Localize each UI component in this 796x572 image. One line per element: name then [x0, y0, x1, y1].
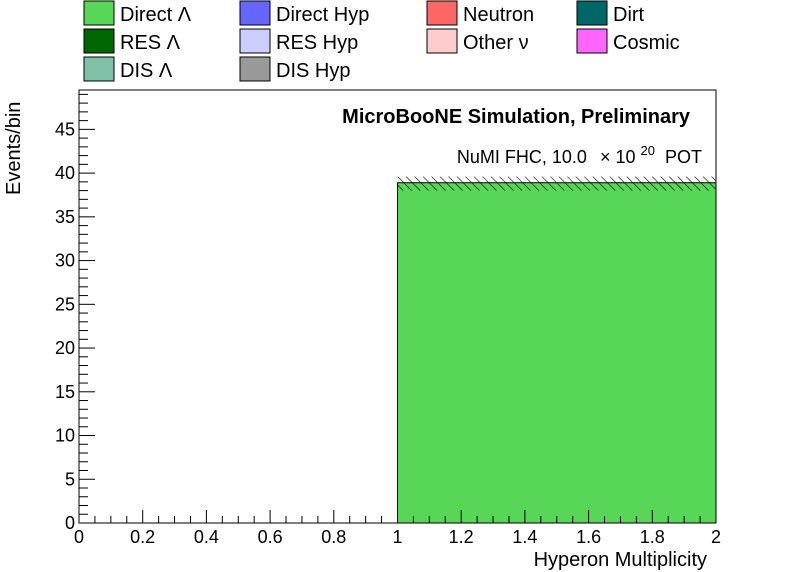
y-tick-label: 30 [55, 251, 75, 271]
legend-swatch [239, 0, 271, 26]
legend-label: Other ν [463, 32, 529, 54]
legend-label: Direct Λ [120, 4, 192, 26]
y-tick-label: 5 [65, 469, 75, 489]
pot-prefix: NuMI FHC, 10.0 [457, 147, 587, 167]
x-axis-title: Hyperon Multiplicity [534, 549, 707, 571]
uncertainty-band [397, 176, 716, 191]
legend-swatch [426, 28, 458, 54]
x-tick-label: 0.6 [258, 527, 283, 547]
x-tick-label: 0 [74, 527, 84, 547]
legend-swatch [83, 28, 115, 54]
x-tick-label: 1.4 [512, 527, 537, 547]
y-tick-label: 40 [55, 163, 75, 183]
x-tick-label: 1.2 [449, 527, 474, 547]
y-tick-label: 25 [55, 294, 75, 314]
x-tick-label: 0.8 [321, 527, 346, 547]
pot-label: NuMI FHC, 10.0 × 10 20 POT [457, 139, 702, 167]
legend-label: RES Hyp [276, 32, 358, 54]
x-tick-label: 0.2 [130, 527, 155, 547]
legend-label: DIS Λ [120, 60, 173, 82]
legend-label: Dirt [613, 4, 645, 26]
y-tick-label: 15 [55, 382, 75, 402]
x-tick-label: 0.4 [194, 527, 219, 547]
x-tick-label: 2 [711, 527, 721, 547]
legend-label: Cosmic [613, 32, 680, 54]
x-tick-label: 1.8 [640, 527, 665, 547]
pot-suffix: POT [665, 147, 702, 167]
legend: Direct Λ Direct Hyp Neutron Dirt RES Λ RES Hy… [83, 0, 680, 82]
x-tick-label: 1.6 [576, 527, 601, 547]
legend-swatch [83, 0, 115, 26]
simulation-label: MicroBooNE Simulation, Preliminary [342, 106, 691, 128]
pot-times: × 10 [600, 147, 636, 167]
x-tick-label: 1 [392, 527, 402, 547]
legend-swatch [426, 0, 458, 26]
legend-swatch [576, 28, 608, 54]
pot-exponent: 20 [641, 143, 655, 158]
legend-label: Neutron [463, 4, 534, 26]
y-tick-label: 35 [55, 207, 75, 227]
bar-segment [397, 182, 717, 524]
legend-label: RES Λ [120, 32, 181, 54]
legend-swatch [239, 56, 271, 82]
legend-swatch [239, 28, 271, 54]
legend-label: DIS Hyp [276, 60, 350, 82]
y-axis-title: Events/bin [3, 102, 25, 195]
y-tick-label: 45 [55, 119, 75, 139]
plot-border [78, 89, 717, 524]
axes: 0 5 10 15 20 25 30 35 40 45 0 0.2 0.4 0.6 0.8 1 1.2 1.4 1.… [55, 93, 721, 547]
y-tick-label: 0 [65, 513, 75, 533]
bars [397, 176, 717, 524]
y-tick-label: 10 [55, 426, 75, 446]
legend-swatch [576, 0, 608, 26]
y-tick-label: 20 [55, 338, 75, 358]
legend-label: Direct Hyp [276, 4, 369, 26]
legend-swatch [83, 56, 115, 82]
